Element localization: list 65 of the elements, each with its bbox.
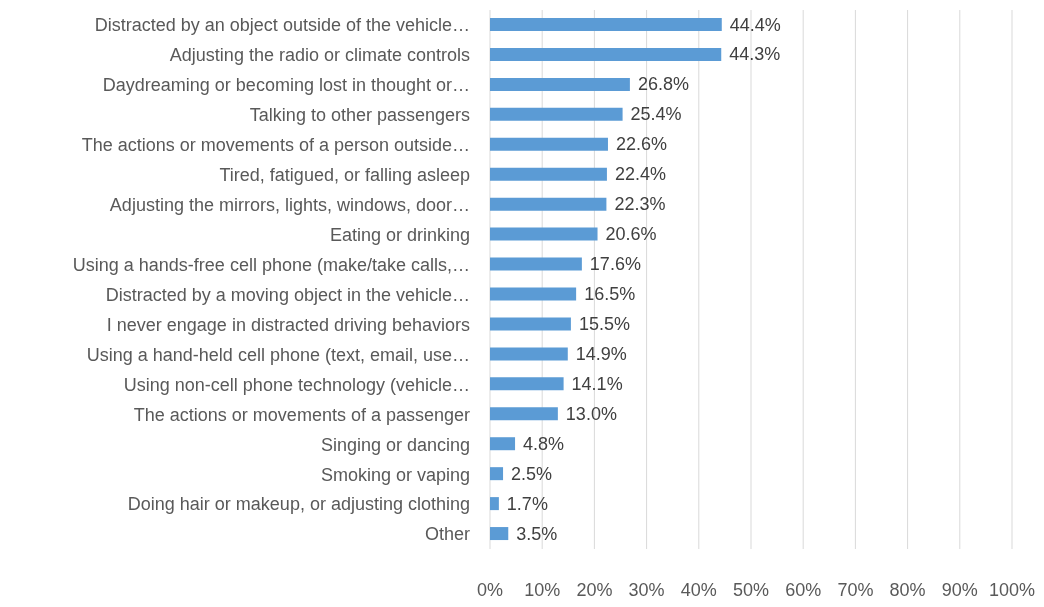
data-label: 2.5%: [511, 463, 553, 484]
y-tick-label: Using non-cell phone technology (vehicle…: [123, 374, 470, 395]
y-tick-label: Smoking or vaping: [320, 464, 470, 485]
bar: [490, 227, 598, 241]
y-tick-label: Singing or dancing: [320, 434, 470, 455]
x-tick-label: 100%: [988, 579, 1036, 600]
y-tick-label: Talking to other passengers: [249, 105, 470, 126]
bar: [490, 47, 722, 61]
data-label: 44.4%: [729, 14, 781, 35]
x-tick-label: 90%: [941, 579, 978, 600]
data-label: 20.6%: [605, 224, 657, 245]
data-label: 3.5%: [516, 523, 558, 544]
data-label: 14.9%: [575, 343, 627, 364]
data-label: 4.8%: [523, 433, 565, 454]
y-tick-label: Using a hands-free cell phone (make/take calls,…: [72, 254, 470, 275]
y-tick-label: Tired, fatigued, or falling asleep: [219, 165, 470, 186]
data-label: 15.5%: [578, 313, 630, 334]
data-label: 22.4%: [614, 164, 666, 185]
x-tick-label: 40%: [680, 579, 717, 600]
data-label: 13.0%: [565, 403, 617, 424]
y-tick-label: Distracted by an object outside of the vehicle…: [94, 15, 470, 36]
data-label: 25.4%: [630, 104, 682, 125]
y-tick-label: Adjusting the radio or climate controls: [169, 45, 470, 66]
x-tick-label: 50%: [732, 579, 770, 600]
bar: [490, 347, 568, 361]
data-label: 1.7%: [506, 493, 548, 514]
y-tick-label: The actions or movements of a person outside…: [81, 135, 470, 156]
y-tick-label: Daydreaming or becoming lost in thought or…: [102, 75, 470, 96]
data-label: 16.5%: [584, 284, 636, 304]
y-tick-label: Doing hair or makeup, or adjusting clothing: [127, 494, 470, 515]
bar: [490, 167, 607, 181]
bar: [490, 287, 577, 301]
y-tick-label: Eating or drinking: [329, 224, 470, 245]
x-tick-label: 10%: [524, 579, 561, 600]
x-tick-label: 80%: [889, 579, 926, 600]
y-tick-label: I never engage in distracted driving behaviors: [106, 314, 470, 335]
bar: [490, 407, 558, 421]
x-tick-label: 30%: [628, 579, 665, 600]
bar: [490, 527, 509, 541]
bar: [490, 377, 564, 391]
data-label: 26.8%: [637, 74, 689, 95]
x-tick-label: 70%: [837, 579, 874, 600]
y-tick-label: Other: [424, 524, 470, 545]
x-tick-label: 0%: [476, 579, 504, 600]
x-tick-label: 20%: [576, 579, 613, 600]
data-label: 14.1%: [571, 373, 623, 394]
bar: [490, 317, 571, 331]
y-tick-label: Adjusting the mirrors, lights, windows, door…: [109, 195, 470, 216]
bar: [490, 137, 608, 151]
bar: [490, 18, 722, 31]
x-tick-label: 60%: [785, 579, 822, 600]
y-tick-label: Distracted by a moving object in the vehicle…: [105, 284, 470, 305]
bar: [490, 197, 607, 211]
bar: [490, 467, 504, 481]
bar: [490, 497, 499, 511]
data-label: 22.3%: [614, 194, 666, 215]
data-label: 44.3%: [729, 44, 781, 65]
data-label: 17.6%: [589, 254, 641, 275]
y-tick-label: Using a hand-held cell phone (text, email, use…: [86, 344, 470, 365]
bar: [490, 437, 516, 451]
bar: [490, 107, 623, 121]
bar: [490, 77, 630, 91]
bar: [490, 257, 582, 271]
data-label: 22.6%: [615, 134, 668, 155]
y-tick-label: The actions or movements of a passenger: [133, 404, 470, 425]
